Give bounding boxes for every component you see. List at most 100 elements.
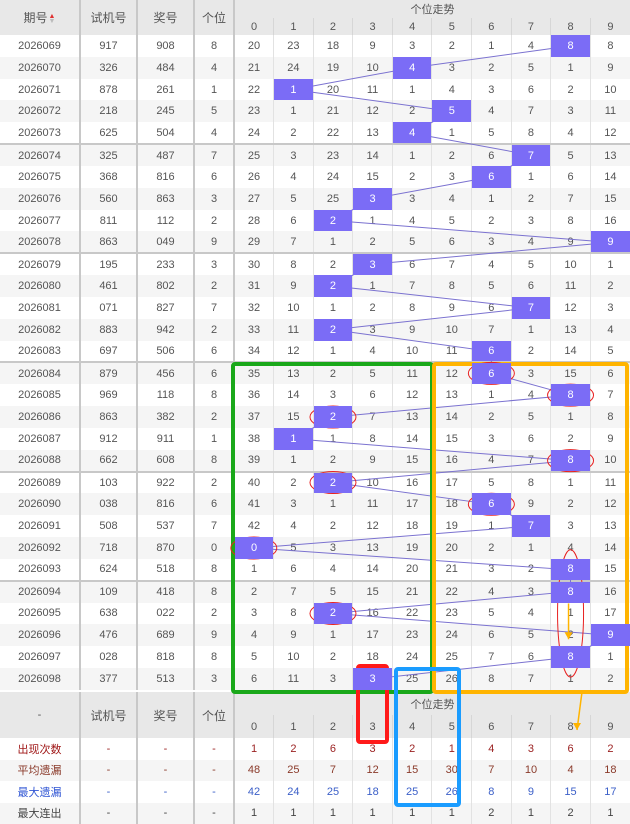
test-number-cell: 969 <box>79 384 137 407</box>
omission-cell: 9 <box>352 35 393 57</box>
omission-cell: 5 <box>510 406 551 428</box>
hit-cell: 2 <box>312 602 353 625</box>
stats-cell: - <box>136 759 194 781</box>
omission-cell: 15 <box>352 580 393 603</box>
omission-cell: 1 <box>471 515 512 538</box>
hit-cell: 9 <box>589 624 630 647</box>
omission-cell: 6 <box>510 78 551 101</box>
hit-cell: 5 <box>431 100 472 123</box>
omission-cell: 22 <box>233 78 274 101</box>
prize-number-cell: 818 <box>136 646 194 669</box>
omission-cell: 7 <box>273 580 314 603</box>
table-row: 2026090 038 816 6 41 3 1 11 17 18 6 9 2 12 <box>0 493 630 516</box>
omission-cell: 4 <box>233 624 274 647</box>
test-number-cell: 917 <box>79 35 137 57</box>
omission-cell: 6 <box>510 275 551 297</box>
omission-cell: 24 <box>391 646 432 669</box>
hit-cell: 6 <box>471 493 512 516</box>
omission-cell: 13 <box>550 318 591 341</box>
omission-cell: 42 <box>233 515 274 538</box>
omission-cell: 1 <box>589 646 630 669</box>
stats-cell: - <box>79 802 137 824</box>
omission-cell: 10 <box>589 78 630 101</box>
period-header[interactable]: 期号 ▲ ▼ <box>0 0 80 35</box>
omission-cell: 1 <box>471 187 512 210</box>
period-cell: 2026093 <box>0 558 80 582</box>
stats-cell: - <box>136 781 194 803</box>
table-row: 2026081 071 827 7 32 10 1 2 8 9 6 7 12 3 <box>0 296 630 319</box>
omission-cell: 20 <box>391 558 432 582</box>
stats-cell: - <box>79 759 137 781</box>
period-cell: 2026092 <box>0 537 80 559</box>
omission-cell: 24 <box>273 56 314 79</box>
prize-number-cell: 908 <box>136 35 194 57</box>
omission-cell: 6 <box>471 144 512 166</box>
omission-cell: 28 <box>233 209 274 232</box>
table-row: 2026085 969 118 8 36 14 3 6 12 13 1 4 8 7 <box>0 384 630 407</box>
units-cell: 8 <box>193 558 234 582</box>
omission-cell: 7 <box>352 406 393 428</box>
test-number-cell: 325 <box>79 144 137 166</box>
average-omission-row: 平均遗漏 - - -48 25 7 12 15 30 7 10 4 18 <box>0 759 630 781</box>
stats-value: 4 <box>471 738 512 760</box>
omission-cell: 36 <box>233 384 274 407</box>
sort-arrows-icon[interactable]: ▲ ▼ <box>48 12 56 25</box>
occurrence-count-row: 出现次数 - - -1 2 6 3 2 1 4 3 6 2 <box>0 738 630 760</box>
omission-cell: 2 <box>312 646 353 669</box>
omission-cell: 8 <box>431 275 472 297</box>
omission-cell: 26 <box>233 165 274 188</box>
omission-cell: 4 <box>431 187 472 210</box>
omission-cell: 4 <box>312 558 353 582</box>
omission-cell: 14 <box>431 406 472 428</box>
hit-cell: 4 <box>391 122 432 146</box>
units-cell: 2 <box>193 209 234 232</box>
units-cell: 8 <box>193 646 234 669</box>
table-row: 2026073 625 504 4 24 2 22 13 4 1 5 8 4 12 <box>0 122 630 146</box>
period-cell: 2026090 <box>0 493 80 516</box>
table-row: 2026079 195 233 3 30 8 2 3 6 7 4 5 10 1 <box>0 253 630 276</box>
omission-cell: 17 <box>391 493 432 516</box>
prize-number-cell: 118 <box>136 384 194 407</box>
units-cell: 3 <box>193 187 234 210</box>
omission-cell: 22 <box>391 602 432 625</box>
stats-value: 2 <box>471 802 512 824</box>
omission-cell: 1 <box>589 253 630 276</box>
stats-value: 1 <box>589 802 630 824</box>
units-cell: 9 <box>193 624 234 647</box>
omission-cell: 17 <box>589 602 630 625</box>
omission-cell: 33 <box>233 318 274 341</box>
period-cell: 2026098 <box>0 668 80 690</box>
omission-cell: 8 <box>273 253 314 276</box>
hit-cell: 9 <box>589 231 630 255</box>
hit-cell: 2 <box>312 275 353 297</box>
omission-cell: 8 <box>510 471 551 494</box>
hit-cell: 8 <box>550 449 591 473</box>
omission-cell: 1 <box>550 602 591 625</box>
stats-cell: - <box>79 738 137 760</box>
omission-cell: 16 <box>589 580 630 603</box>
omission-cell: 30 <box>233 253 274 276</box>
omission-cell: 1 <box>312 624 353 647</box>
omission-cell: 5 <box>471 602 512 625</box>
omission-cell: 11 <box>550 275 591 297</box>
units-cell: 8 <box>193 449 234 473</box>
stats-value: 1 <box>233 738 274 760</box>
omission-cell: 3 <box>431 165 472 188</box>
stats-cell: - <box>79 781 137 803</box>
hit-cell: 3 <box>352 187 393 210</box>
prize-number-cell: 537 <box>136 515 194 538</box>
omission-cell: 14 <box>589 165 630 188</box>
table-row: 2026089 103 922 2 40 2 2 10 16 17 5 8 1 11 <box>0 471 630 494</box>
omission-cell: 2 <box>352 296 393 319</box>
omission-cell: 22 <box>312 122 353 146</box>
omission-cell: 8 <box>273 602 314 625</box>
omission-cell: 35 <box>233 362 274 385</box>
omission-cell: 24 <box>431 624 472 647</box>
omission-cell: 6 <box>510 427 551 450</box>
omission-cell: 5 <box>273 537 314 559</box>
hit-cell: 2 <box>312 471 353 494</box>
hit-cell: 3 <box>352 668 393 690</box>
period-cell: 2026073 <box>0 122 80 146</box>
stats-value: 3 <box>510 738 551 760</box>
omission-cell: 3 <box>471 558 512 582</box>
